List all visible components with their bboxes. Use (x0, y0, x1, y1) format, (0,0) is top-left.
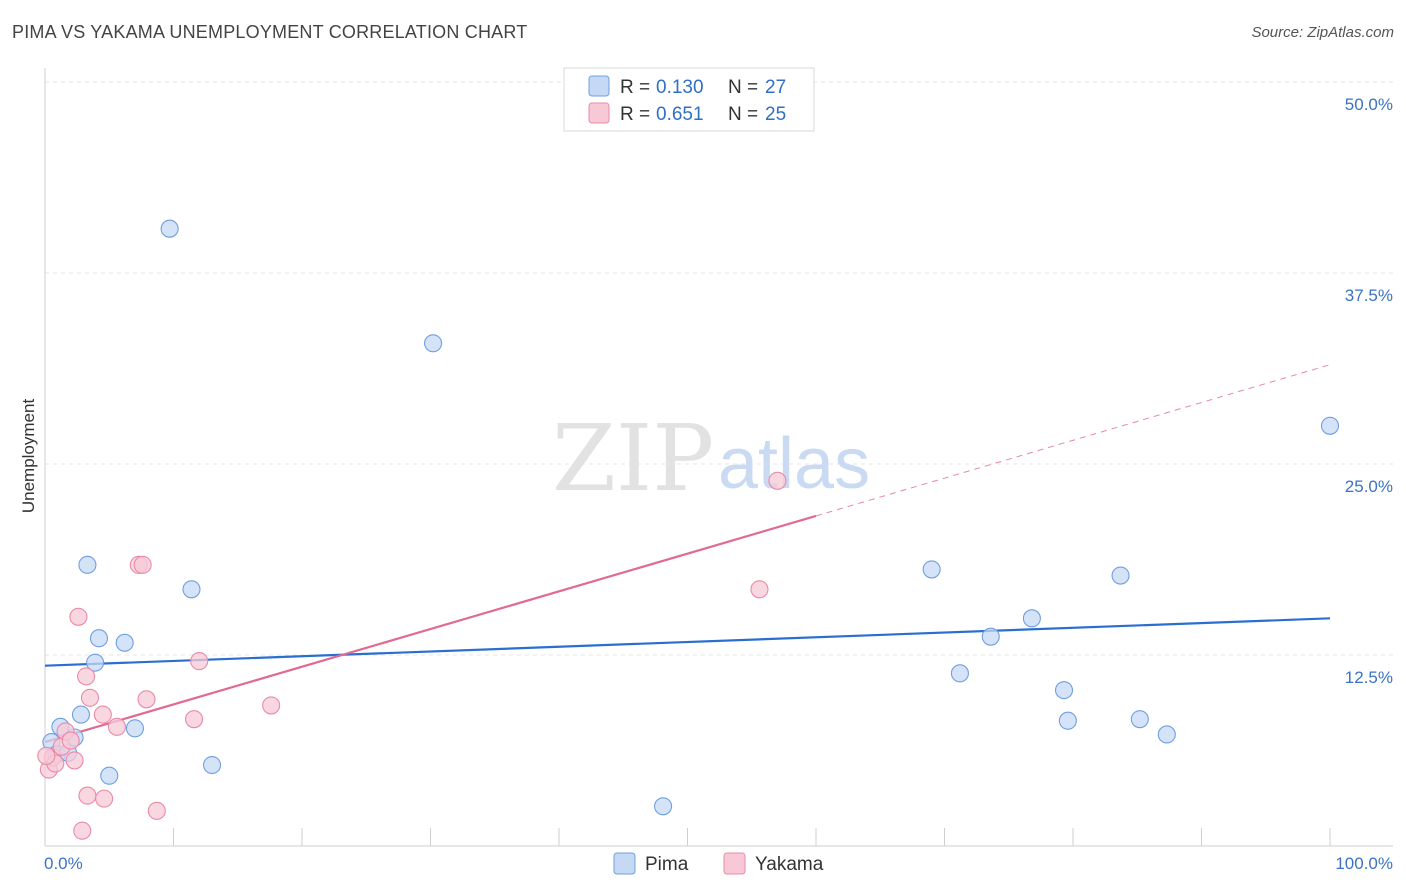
trendline-extension-yakama (815, 364, 1331, 517)
bottom-legend: Pima Yakama (613, 852, 824, 875)
point-yakama (69, 607, 88, 626)
point-pima (182, 580, 201, 599)
point-yakama (750, 580, 769, 599)
point-pima (89, 629, 109, 648)
bottom-legend-label-yakama: Yakama (755, 854, 824, 875)
x-tick-labels: 0.0% 100.0% (44, 854, 1393, 873)
bottom-legend-swatch-pima (613, 852, 636, 875)
point-yakama (133, 555, 152, 574)
y-tick-label: 25.0% (1345, 477, 1393, 496)
point-pima (115, 633, 134, 652)
point-pima (1058, 711, 1077, 730)
point-yakama (78, 786, 97, 805)
legend-n-label: N = (728, 104, 758, 125)
x-tick-marks (173, 828, 1331, 846)
legend-r-label: R = (620, 77, 650, 98)
point-pima (922, 560, 941, 579)
y-tick-label: 50.0% (1345, 95, 1393, 114)
legend-r-value: 0.651 (656, 104, 704, 125)
point-yakama (77, 667, 96, 686)
y-tick-label: 12.5% (1345, 668, 1393, 687)
point-pima (100, 766, 119, 785)
legend-r-label: R = (620, 104, 650, 125)
point-yakama (768, 471, 787, 490)
point-yakama (147, 801, 166, 820)
point-pima (160, 219, 179, 238)
legend-n-value: 25 (765, 104, 786, 125)
point-yakama (262, 696, 281, 715)
trendline-yakama (44, 514, 817, 744)
point-pima (1111, 566, 1130, 585)
legend-n-label: N = (728, 77, 758, 98)
point-yakama (65, 751, 84, 770)
point-pima (1022, 609, 1041, 628)
point-pima (1157, 725, 1176, 744)
x-tick-label: 100.0% (1335, 854, 1393, 873)
point-yakama (137, 690, 156, 709)
point-yakama (80, 688, 100, 707)
point-pima (203, 755, 222, 775)
legend-r-value: 0.130 (656, 77, 704, 98)
bottom-legend-swatch-yakama (723, 852, 746, 875)
trendlines (44, 364, 1331, 744)
point-yakama (61, 731, 80, 750)
gridlines (45, 81, 1393, 656)
y-tick-label: 37.5% (1345, 286, 1393, 305)
point-pima (1320, 416, 1340, 435)
y-tick-labels: 12.5% 25.0% 37.5% 50.0% (1345, 95, 1393, 687)
point-yakama (107, 717, 127, 736)
legend-swatch-pima (588, 75, 610, 97)
watermark-atlas: atlas (718, 424, 870, 504)
data-points (37, 219, 1340, 840)
axes (44, 68, 1393, 847)
legend-box: R = 0.130 N = 27 R = 0.651 N = 25 (563, 67, 815, 132)
bottom-legend-label-pima: Pima (645, 854, 689, 875)
point-yakama (95, 789, 114, 808)
point-yakama (190, 652, 209, 671)
legend-n-value: 27 (765, 77, 786, 98)
watermark-zip: ZIP (552, 405, 714, 512)
point-pima (1054, 681, 1074, 700)
x-tick-label: 0.0% (44, 854, 83, 873)
point-pima (1130, 710, 1149, 729)
point-pima (424, 334, 443, 353)
point-pima (950, 664, 969, 683)
legend-swatch-yakama (588, 102, 610, 124)
trendline-pima (44, 617, 1331, 667)
point-pima (981, 627, 1000, 646)
point-yakama (93, 705, 112, 724)
point-pima (71, 705, 91, 724)
point-yakama (185, 710, 204, 729)
point-pima (125, 719, 144, 738)
source-label: Source: ZipAtlas.com (1251, 24, 1394, 41)
point-pima (78, 555, 97, 574)
point-yakama (73, 821, 92, 840)
chart-title: PIMA VS YAKAMA UNEMPLOYMENT CORRELATION … (12, 22, 528, 42)
point-pima (86, 653, 105, 672)
point-yakama (37, 746, 56, 765)
point-pima (654, 797, 673, 816)
y-axis-label: Unemployment (19, 399, 38, 514)
